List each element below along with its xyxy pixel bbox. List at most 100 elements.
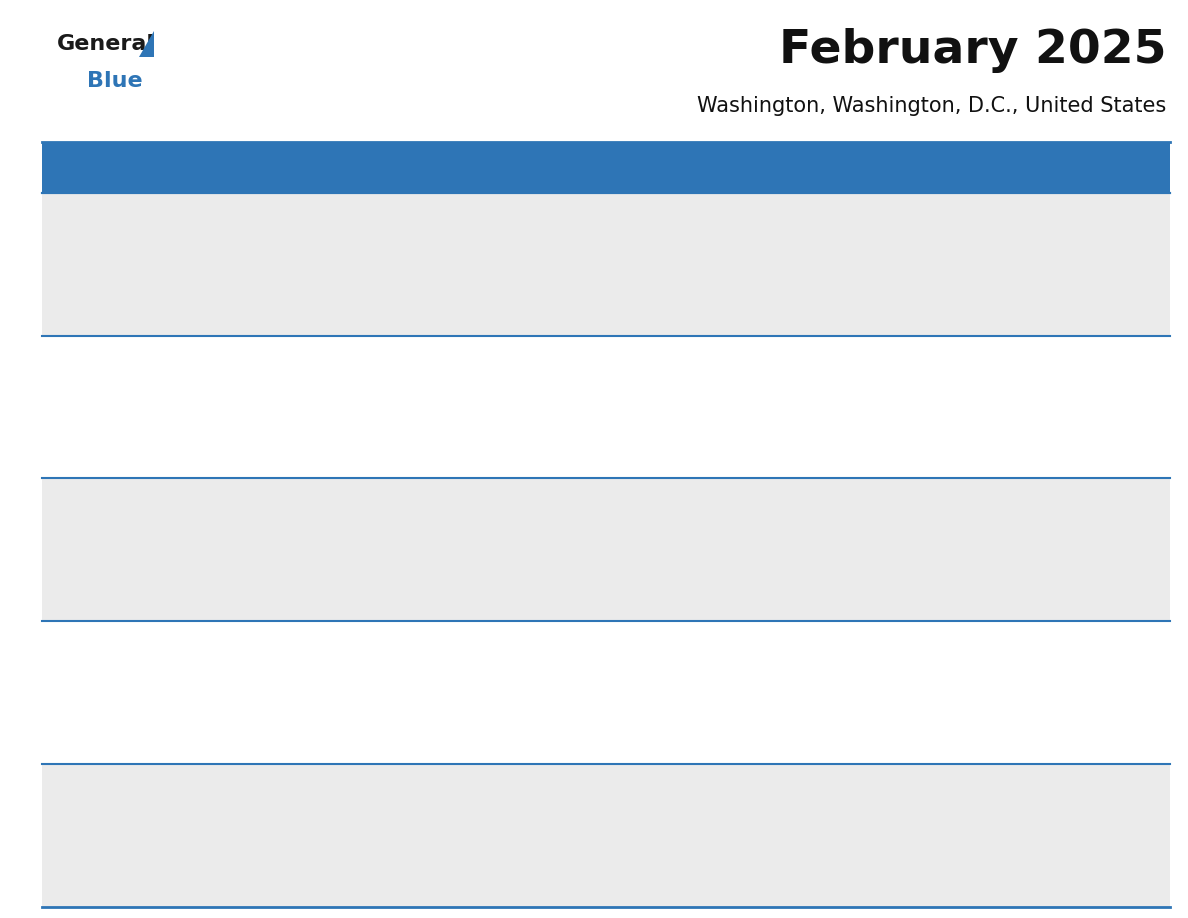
Text: Sunrise: 7:12 AM: Sunrise: 7:12 AM xyxy=(210,369,310,382)
Text: Daylight: 10 hours: Daylight: 10 hours xyxy=(210,707,320,721)
Text: Sunset: 5:51 PM: Sunset: 5:51 PM xyxy=(855,681,950,694)
Text: Sunset: 5:50 PM: Sunset: 5:50 PM xyxy=(694,681,789,694)
Text: and 27 minutes.: and 27 minutes. xyxy=(855,448,952,461)
Text: Daylight: 11 hours: Daylight: 11 hours xyxy=(210,850,320,863)
Text: Sunset: 5:48 PM: Sunset: 5:48 PM xyxy=(371,681,467,694)
Text: Sunset: 5:30 PM: Sunset: 5:30 PM xyxy=(49,395,144,409)
Text: Daylight: 10 hours: Daylight: 10 hours xyxy=(855,565,965,577)
Text: Sunset: 5:55 PM: Sunset: 5:55 PM xyxy=(371,823,467,836)
Text: and 52 minutes.: and 52 minutes. xyxy=(371,733,468,746)
Text: Daylight: 10 hours: Daylight: 10 hours xyxy=(1016,279,1125,292)
Text: 10: 10 xyxy=(210,489,233,508)
Text: 20: 20 xyxy=(694,633,716,650)
Text: Sunrise: 6:57 AM: Sunrise: 6:57 AM xyxy=(210,655,310,667)
Text: Daylight: 10 hours: Daylight: 10 hours xyxy=(855,707,965,721)
Text: Sunrise: 7:09 AM: Sunrise: 7:09 AM xyxy=(694,369,794,382)
Text: Daylight: 10 hours: Daylight: 10 hours xyxy=(532,421,642,434)
Text: and 24 minutes.: and 24 minutes. xyxy=(694,448,790,461)
Text: Sunset: 5:53 PM: Sunset: 5:53 PM xyxy=(49,823,144,836)
Text: and 16 minutes.: and 16 minutes. xyxy=(49,448,145,461)
Text: Daylight: 10 hours: Daylight: 10 hours xyxy=(694,707,803,721)
Text: Sunrise: 7:07 AM: Sunrise: 7:07 AM xyxy=(1016,369,1117,382)
Text: Sunrise: 7:03 AM: Sunrise: 7:03 AM xyxy=(532,511,632,524)
Text: Daylight: 10 hours: Daylight: 10 hours xyxy=(371,565,481,577)
Text: Daylight: 11 hours: Daylight: 11 hours xyxy=(49,850,158,863)
Text: 26: 26 xyxy=(532,775,556,793)
Text: Washington, Washington, D.C., United States: Washington, Washington, D.C., United Sta… xyxy=(697,95,1167,116)
Text: Sunrise: 6:45 AM: Sunrise: 6:45 AM xyxy=(532,797,632,811)
Text: Sunrise: 7:13 AM: Sunrise: 7:13 AM xyxy=(49,369,148,382)
Text: Daylight: 10 hours: Daylight: 10 hours xyxy=(694,565,803,577)
Text: Sunset: 5:52 PM: Sunset: 5:52 PM xyxy=(1016,681,1112,694)
Text: and 7 minutes.: and 7 minutes. xyxy=(210,877,299,890)
Text: Daylight: 10 hours: Daylight: 10 hours xyxy=(1016,565,1125,577)
Text: Sunrise: 6:54 AM: Sunrise: 6:54 AM xyxy=(532,655,632,667)
Text: Daylight: 10 hours: Daylight: 10 hours xyxy=(532,707,642,721)
Text: and 18 minutes.: and 18 minutes. xyxy=(210,448,307,461)
Text: Thursday: Thursday xyxy=(695,159,782,176)
Text: Tuesday: Tuesday xyxy=(372,159,448,176)
Text: 17: 17 xyxy=(210,633,233,650)
Text: Daylight: 10 hours: Daylight: 10 hours xyxy=(532,565,642,577)
Text: and 20 minutes.: and 20 minutes. xyxy=(371,448,468,461)
Text: Daylight: 11 hours: Daylight: 11 hours xyxy=(1016,707,1126,721)
Text: 25: 25 xyxy=(371,775,394,793)
Text: 4: 4 xyxy=(371,347,383,364)
Text: Sunset: 5:33 PM: Sunset: 5:33 PM xyxy=(532,395,627,409)
Text: and 16 minutes.: and 16 minutes. xyxy=(855,877,952,890)
Text: 16: 16 xyxy=(49,633,71,650)
Text: Sunrise: 6:50 AM: Sunrise: 6:50 AM xyxy=(1016,655,1116,667)
Text: and 9 minutes.: and 9 minutes. xyxy=(371,877,460,890)
Text: Daylight: 10 hours: Daylight: 10 hours xyxy=(49,707,158,721)
Text: and 33 minutes.: and 33 minutes. xyxy=(210,591,307,604)
Text: Sunrise: 7:04 AM: Sunrise: 7:04 AM xyxy=(371,511,472,524)
Text: 14: 14 xyxy=(855,489,878,508)
Text: 23: 23 xyxy=(49,775,72,793)
Text: and 57 minutes.: and 57 minutes. xyxy=(694,733,790,746)
Text: Daylight: 10 hours: Daylight: 10 hours xyxy=(49,565,158,577)
Text: and 14 minutes.: and 14 minutes. xyxy=(1016,305,1113,319)
Text: and 4 minutes.: and 4 minutes. xyxy=(49,877,138,890)
Text: Sunrise: 6:53 AM: Sunrise: 6:53 AM xyxy=(694,655,794,667)
Text: 19: 19 xyxy=(532,633,556,650)
Text: Daylight: 11 hours: Daylight: 11 hours xyxy=(371,850,481,863)
Text: Sunset: 5:38 PM: Sunset: 5:38 PM xyxy=(49,538,144,551)
Text: Sunrise: 7:05 AM: Sunrise: 7:05 AM xyxy=(210,511,310,524)
Text: and 38 minutes.: and 38 minutes. xyxy=(532,591,628,604)
Text: 22: 22 xyxy=(1016,633,1040,650)
Text: Sunset: 5:31 PM: Sunset: 5:31 PM xyxy=(210,395,305,409)
Text: Sunset: 5:43 PM: Sunset: 5:43 PM xyxy=(855,538,950,551)
Text: Sunset: 5:44 PM: Sunset: 5:44 PM xyxy=(1016,538,1112,551)
Text: Sunset: 5:32 PM: Sunset: 5:32 PM xyxy=(371,395,467,409)
Text: and 47 minutes.: and 47 minutes. xyxy=(49,733,145,746)
Text: Daylight: 10 hours: Daylight: 10 hours xyxy=(210,565,320,577)
Text: Sunrise: 7:06 AM: Sunrise: 7:06 AM xyxy=(49,511,148,524)
Text: 2: 2 xyxy=(49,347,61,364)
Text: Sunset: 5:41 PM: Sunset: 5:41 PM xyxy=(532,538,628,551)
Text: Sunset: 5:34 PM: Sunset: 5:34 PM xyxy=(694,395,789,409)
Text: 5: 5 xyxy=(532,347,544,364)
Text: Saturday: Saturday xyxy=(1017,159,1101,176)
Text: Sunrise: 6:58 AM: Sunrise: 6:58 AM xyxy=(49,655,148,667)
Text: Sunrise: 6:43 AM: Sunrise: 6:43 AM xyxy=(694,797,794,811)
Text: 13: 13 xyxy=(694,489,716,508)
Text: and 2 minutes.: and 2 minutes. xyxy=(1016,733,1105,746)
Text: Sunrise: 7:10 AM: Sunrise: 7:10 AM xyxy=(532,369,632,382)
Text: Sunrise: 6:55 AM: Sunrise: 6:55 AM xyxy=(371,655,472,667)
Text: 11: 11 xyxy=(371,489,394,508)
Text: Sunrise: 6:49 AM: Sunrise: 6:49 AM xyxy=(49,797,148,811)
Text: Daylight: 11 hours: Daylight: 11 hours xyxy=(855,850,965,863)
Text: and 45 minutes.: and 45 minutes. xyxy=(1016,591,1112,604)
Text: Daylight: 10 hours: Daylight: 10 hours xyxy=(371,707,481,721)
Text: Daylight: 10 hours: Daylight: 10 hours xyxy=(371,421,481,434)
Text: and 22 minutes.: and 22 minutes. xyxy=(532,448,628,461)
Text: Sunrise: 7:14 AM: Sunrise: 7:14 AM xyxy=(1016,226,1117,239)
Text: Sunset: 5:47 PM: Sunset: 5:47 PM xyxy=(210,681,305,694)
Text: and 43 minutes.: and 43 minutes. xyxy=(855,591,952,604)
Text: and 54 minutes.: and 54 minutes. xyxy=(532,733,628,746)
Text: Daylight: 10 hours: Daylight: 10 hours xyxy=(210,421,320,434)
Text: Sunset: 5:49 PM: Sunset: 5:49 PM xyxy=(532,681,628,694)
Text: 1: 1 xyxy=(1016,204,1028,222)
Text: and 11 minutes.: and 11 minutes. xyxy=(532,877,628,890)
Text: 7: 7 xyxy=(855,347,866,364)
